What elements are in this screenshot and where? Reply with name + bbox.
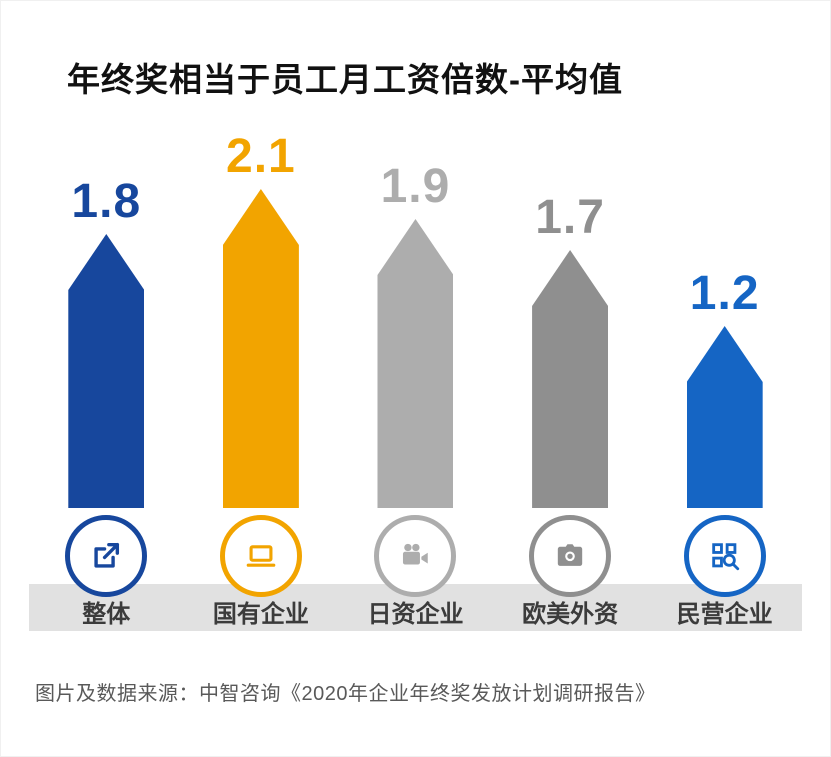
bar-column: 2.1 xyxy=(184,133,339,597)
bar-value-label: 1.7 xyxy=(535,191,605,244)
bar-shape xyxy=(377,219,454,508)
bar-value-label: 1.2 xyxy=(689,267,760,320)
video-camera-icon xyxy=(396,537,434,575)
category-label: 日资企业 xyxy=(367,601,464,628)
bar-column: 1.2 xyxy=(647,270,802,597)
icon-circle xyxy=(219,515,302,597)
camera-icon xyxy=(551,537,589,575)
bar-shape xyxy=(222,189,299,508)
bar-shape xyxy=(686,326,763,508)
bar-column: 1.8 xyxy=(29,178,184,597)
chart-title: 年终奖相当于员工月工资倍数-平均值 xyxy=(67,61,623,98)
bar-shape xyxy=(532,250,609,508)
category-label: 欧美外资 xyxy=(522,601,619,628)
bar-value-label: 1.8 xyxy=(71,175,142,228)
laptop-icon xyxy=(242,537,280,575)
chart-columns: 1.8 2.1 1.9 1.7 1.2 xyxy=(29,123,802,597)
category-label: 民营企业 xyxy=(676,601,773,628)
bar-value-label: 2.1 xyxy=(226,130,296,183)
category-label: 整体 xyxy=(82,601,131,628)
chart-area: 1.8 2.1 1.9 1.7 1.2 整体 国有企业 日资企业 欧美外资 民营企业 xyxy=(29,123,802,631)
icon-circle xyxy=(529,515,612,597)
icon-circle xyxy=(374,515,457,597)
bar-column: 1.9 xyxy=(338,163,493,597)
bar-shape xyxy=(68,234,145,508)
category-label: 国有企业 xyxy=(212,601,309,628)
icon-circle xyxy=(65,515,148,597)
qr-search-icon xyxy=(706,537,744,575)
bar-column: 1.7 xyxy=(493,194,648,597)
bar-value-label: 1.9 xyxy=(380,160,451,213)
source-caption: 图片及数据来源：中智咨询《2020年企业年终奖发放计划调研报告》 xyxy=(35,683,656,705)
share-arrow-icon xyxy=(87,537,125,575)
icon-circle xyxy=(683,515,766,597)
